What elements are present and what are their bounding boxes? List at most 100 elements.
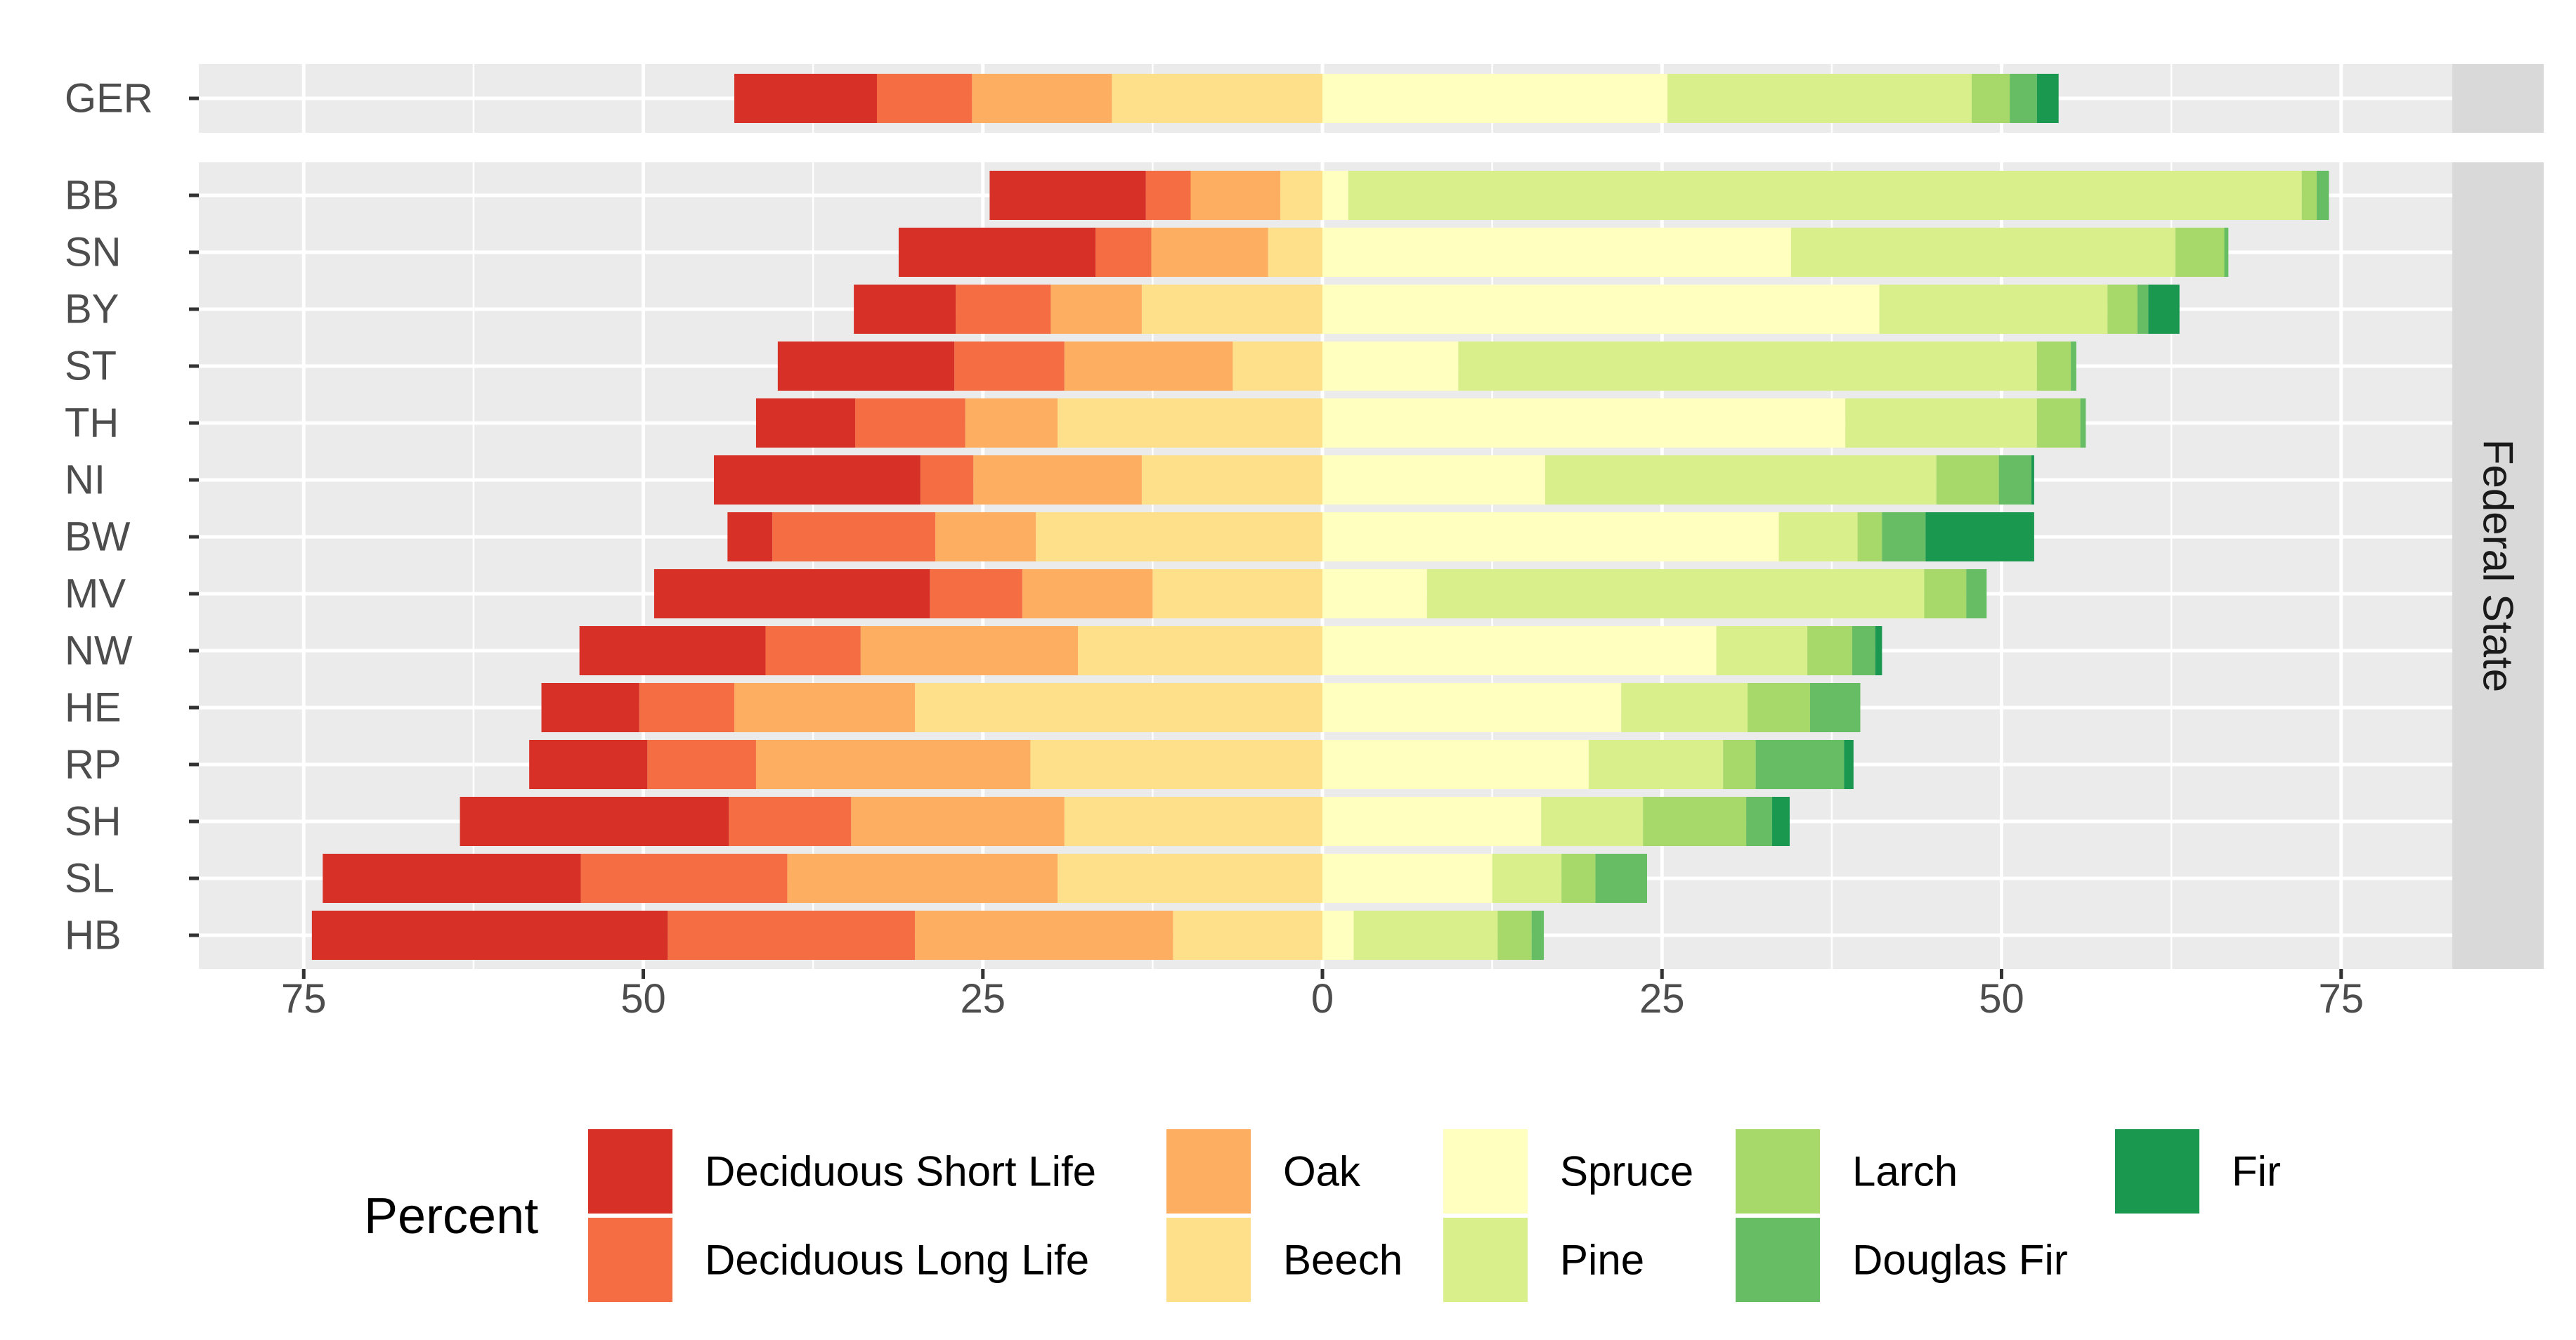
- bar-th-beech: [1058, 398, 1322, 448]
- bar-hb-deciduous-long-life: [668, 911, 916, 960]
- bar-sn-deciduous-long-life: [1095, 228, 1152, 277]
- bar-nw-oak: [860, 626, 1079, 675]
- bar-bw-douglas-fir: [1882, 512, 1926, 561]
- bar-by-deciduous-long-life: [956, 285, 1051, 334]
- bar-nw-larch: [1807, 626, 1852, 675]
- x-tick-label: 25: [1639, 976, 1685, 1022]
- y-tick-label-sh: SH: [65, 799, 122, 845]
- legend-label-deciduous-long-life: Deciduous Long Life: [705, 1237, 1089, 1284]
- bar-sh-larch: [1643, 797, 1747, 846]
- bar-he-spruce: [1322, 683, 1622, 732]
- bar-ger-beech: [1112, 74, 1322, 123]
- legend-key-deciduous-long-life: [585, 1215, 675, 1305]
- bar-sh-deciduous-short-life: [460, 797, 729, 846]
- y-tick-label-bw: BW: [65, 514, 131, 560]
- bar-bw-oak: [935, 512, 1036, 561]
- bar-sh-pine: [1541, 797, 1644, 846]
- bar-he-beech: [915, 683, 1322, 732]
- bar-st-deciduous-long-life: [954, 341, 1065, 391]
- bar-sl-pine: [1492, 854, 1562, 903]
- bar-hb-oak: [915, 911, 1173, 960]
- bar-he-larch: [1748, 683, 1810, 732]
- bar-sh-deciduous-long-life: [729, 797, 852, 846]
- legend-label-deciduous-short-life: Deciduous Short Life: [705, 1148, 1096, 1195]
- bar-sl-deciduous-short-life: [323, 854, 581, 903]
- bar-rp-pine: [1588, 740, 1724, 789]
- y-tick-label-st: ST: [65, 344, 117, 389]
- bar-by-deciduous-short-life: [854, 285, 956, 334]
- bar-st-larch: [2036, 341, 2071, 391]
- legend-key-beech: [1164, 1215, 1254, 1305]
- bar-by-fir: [2148, 285, 2180, 334]
- bar-mv-deciduous-long-life: [930, 569, 1022, 618]
- legend-key-spruce: [1440, 1126, 1530, 1216]
- facet-strip-federal-state: [2452, 162, 2544, 969]
- y-tick-label-sn: SN: [65, 230, 122, 275]
- bar-th-deciduous-short-life: [755, 398, 856, 448]
- bar-bw-spruce: [1322, 512, 1779, 561]
- legend-label-pine: Pine: [1560, 1237, 1644, 1284]
- x-tick-label: 50: [1979, 976, 2024, 1022]
- bar-bw-larch: [1857, 512, 1882, 561]
- bar-ger-deciduous-short-life: [734, 74, 877, 123]
- legend-key-fir: [2112, 1126, 2202, 1216]
- bar-sh-fir: [1771, 797, 1790, 846]
- legend-label-oak: Oak: [1283, 1148, 1361, 1195]
- x-tick-label: 75: [2318, 976, 2364, 1022]
- bar-sl-deciduous-long-life: [580, 854, 788, 903]
- bar-nw-spruce: [1322, 626, 1717, 675]
- bar-sh-spruce: [1322, 797, 1542, 846]
- bar-sn-deciduous-short-life: [898, 228, 1096, 277]
- y-axis: GER BB SN BY ST TH NI BW MV NW HE RP SH SL HB: [65, 76, 199, 958]
- bar-sn-pine: [1790, 228, 2175, 277]
- bar-by-spruce: [1322, 285, 1880, 334]
- y-tick-label-hb: HB: [65, 913, 122, 958]
- bar-rp-douglas-fir: [1755, 740, 1845, 789]
- bar-ni-spruce: [1322, 455, 1546, 505]
- bar-nw-deciduous-short-life: [579, 626, 766, 675]
- bar-ni-deciduous-long-life: [920, 455, 974, 505]
- legend-key-pine: [1440, 1215, 1530, 1305]
- bar-mv-oak: [1022, 569, 1153, 618]
- bar-th-deciduous-long-life: [855, 398, 965, 448]
- bar-hb-beech: [1173, 911, 1322, 960]
- bar-he-deciduous-short-life: [541, 683, 639, 732]
- y-tick-label-rp: RP: [65, 742, 122, 788]
- bar-sl-douglas-fir: [1595, 854, 1647, 903]
- bar-st-oak: [1064, 341, 1233, 391]
- y-tick-label-sl: SL: [65, 856, 115, 902]
- bar-hb-spruce: [1322, 911, 1354, 960]
- bar-hb-pine: [1353, 911, 1498, 960]
- bar-he-oak: [734, 683, 916, 732]
- bar-bw-deciduous-long-life: [772, 512, 936, 561]
- bar-he-pine: [1621, 683, 1748, 732]
- bar-ni-douglas-fir: [1998, 455, 2032, 505]
- bar-ni-oak: [973, 455, 1142, 505]
- bar-hb-douglas-fir: [1531, 911, 1544, 960]
- bar-ger-larch: [1971, 74, 2010, 123]
- bar-st-deciduous-short-life: [777, 341, 955, 391]
- bar-mv-pine: [1426, 569, 1925, 618]
- legend-label-spruce: Spruce: [1560, 1148, 1693, 1195]
- x-tick-label: 0: [1311, 976, 1334, 1022]
- bar-sh-oak: [851, 797, 1065, 846]
- legend-label-douglas-fir: Douglas Fir: [1852, 1237, 2068, 1284]
- y-tick-label-ni: NI: [65, 457, 105, 503]
- x-tick-label: 50: [620, 976, 666, 1022]
- bar-mv-douglas-fir: [1966, 569, 1987, 618]
- bar-segments: [311, 74, 2329, 960]
- bar-ger-pine: [1667, 74, 1972, 123]
- bar-th-larch: [2036, 398, 2081, 448]
- panel-federal-state: [199, 162, 2452, 969]
- bar-by-douglas-fir: [2137, 285, 2149, 334]
- bar-bw-deciduous-short-life: [727, 512, 773, 561]
- bar-bb-larch: [2301, 171, 2317, 220]
- bar-rp-beech: [1030, 740, 1322, 789]
- legend-key-larch: [1733, 1126, 1823, 1216]
- x-axis: 75 50 25 0 25 50 75: [281, 969, 2364, 1022]
- bar-bb-pine: [1348, 171, 2302, 220]
- bar-mv-spruce: [1322, 569, 1427, 618]
- bar-rp-larch: [1723, 740, 1756, 789]
- bar-sn-oak: [1151, 228, 1268, 277]
- bar-sn-beech: [1268, 228, 1322, 277]
